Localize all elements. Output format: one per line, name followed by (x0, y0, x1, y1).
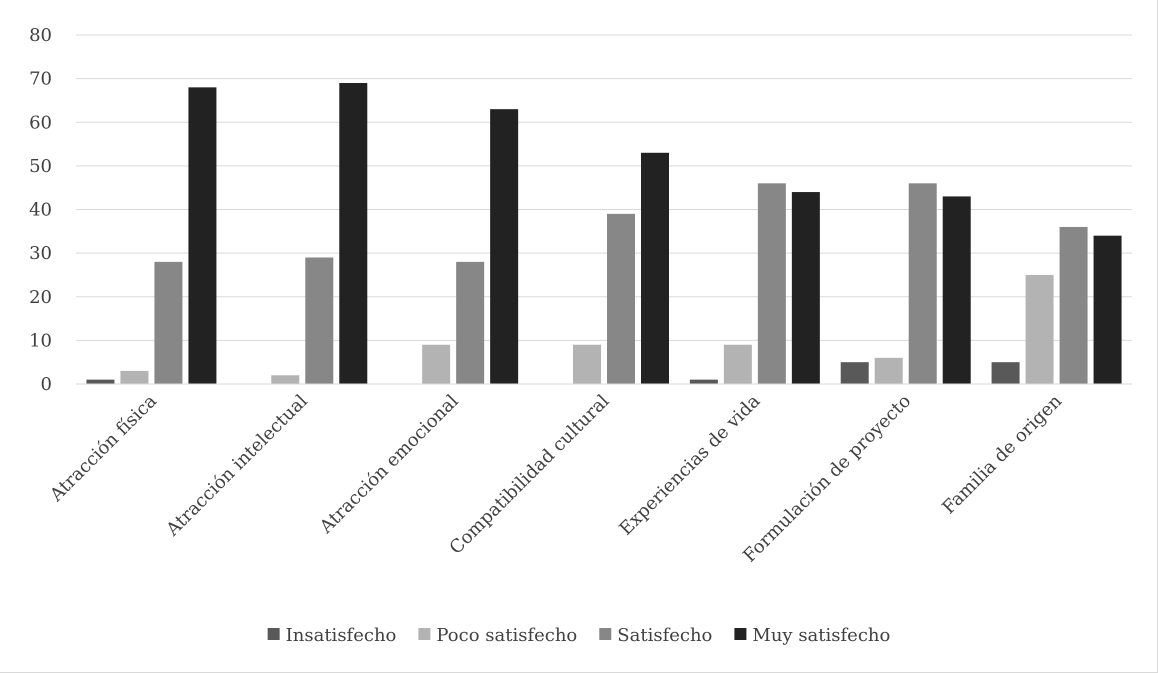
bar (490, 109, 519, 384)
bar (607, 213, 635, 384)
y-tick-label: 50 (29, 156, 52, 177)
y-tick-label: 20 (29, 287, 52, 308)
x-category-label: Atracción intelectual (162, 391, 312, 541)
legend-label: Satisfecho (617, 625, 712, 646)
bar (120, 370, 149, 384)
bar (422, 344, 451, 384)
bar (339, 82, 368, 385)
legend-label: Poco satisfecho (436, 625, 577, 646)
y-tick-label: 0 (41, 374, 52, 395)
legend: Insatisfecho Poco satisfecho Satisfecho Muy… (267, 625, 890, 646)
y-tick-label: 40 (29, 200, 52, 221)
legend-swatch (734, 628, 747, 640)
bar (154, 261, 183, 384)
y-tick-label: 30 (29, 243, 52, 264)
bar (908, 183, 937, 384)
y-tick-label: 10 (29, 330, 52, 351)
bars (86, 82, 1122, 385)
bar (86, 379, 115, 384)
x-category-label: Formulación de proyecto (739, 391, 915, 567)
legend-swatch (418, 628, 431, 640)
x-category-label: Familia de origen (938, 390, 1066, 518)
bar (942, 196, 971, 384)
bar (271, 375, 300, 384)
bar (573, 344, 601, 384)
bar (188, 87, 217, 384)
bar (305, 257, 334, 384)
bar (1059, 226, 1088, 384)
bar (456, 261, 485, 384)
x-category-label: Atracción emocional (315, 391, 463, 539)
legend-swatch (599, 628, 612, 640)
bar (641, 152, 669, 384)
bar (1093, 235, 1122, 384)
bar (1025, 274, 1054, 384)
bar (723, 344, 752, 384)
y-tick-label: 80 (29, 25, 52, 46)
x-category-label: Atracción física (45, 391, 161, 507)
x-category-label: Compatibilidad cultural (446, 391, 614, 559)
gridlines (76, 34, 1132, 341)
bar (840, 362, 869, 384)
bar (689, 379, 718, 384)
x-category-label: Experiencias de vida (615, 391, 764, 540)
legend-label: Muy satisfecho (752, 625, 890, 646)
bar (791, 192, 820, 384)
legend-swatch (267, 628, 280, 640)
legend-label: Insatisfecho (286, 625, 397, 646)
bar (874, 357, 903, 384)
y-tick-label: 60 (29, 112, 52, 133)
bar (991, 362, 1020, 384)
bar (757, 183, 786, 384)
y-tick-label: 70 (29, 69, 52, 90)
